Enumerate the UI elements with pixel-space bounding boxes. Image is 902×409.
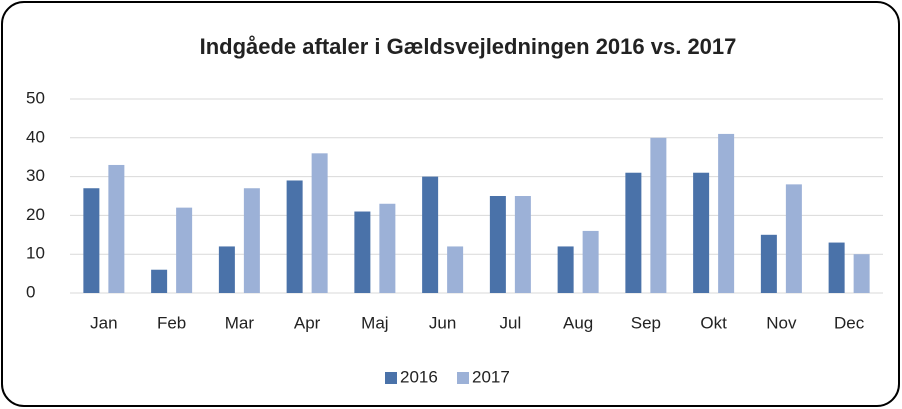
x-tick-label: Jan bbox=[90, 313, 117, 332]
bar bbox=[785, 184, 802, 293]
y-tick-label: 50 bbox=[26, 88, 45, 107]
bar bbox=[718, 133, 735, 293]
y-tick-label: 10 bbox=[26, 244, 45, 263]
bar bbox=[760, 234, 777, 293]
y-tick-label: 30 bbox=[26, 166, 45, 185]
bar bbox=[151, 269, 168, 293]
bar bbox=[853, 254, 870, 293]
bar bbox=[243, 188, 260, 293]
y-tick-label: 0 bbox=[26, 282, 35, 301]
bar bbox=[218, 246, 235, 293]
legend-label: 2016 bbox=[400, 367, 438, 386]
x-tick-label: Jun bbox=[429, 313, 456, 332]
legend-label: 2017 bbox=[472, 367, 510, 386]
x-tick-label: Jul bbox=[500, 313, 522, 332]
bar bbox=[489, 196, 506, 293]
chart-title: Indgåede aftaler i Gældsvejledningen 201… bbox=[200, 34, 737, 59]
legend-swatch bbox=[457, 372, 469, 384]
bar bbox=[557, 246, 574, 293]
bar bbox=[311, 153, 328, 293]
y-tick-label: 20 bbox=[26, 205, 45, 224]
bar bbox=[379, 203, 396, 293]
legend-swatch bbox=[385, 372, 397, 384]
x-tick-label: Maj bbox=[361, 313, 388, 332]
bar bbox=[422, 176, 439, 293]
bar bbox=[828, 242, 845, 293]
bar bbox=[514, 196, 531, 293]
x-tick-label: Sep bbox=[631, 313, 661, 332]
bar bbox=[108, 164, 125, 293]
bar bbox=[354, 211, 371, 293]
x-tick-label: Mar bbox=[225, 313, 255, 332]
x-tick-label: Aug bbox=[563, 313, 593, 332]
bar bbox=[625, 172, 642, 293]
bar bbox=[693, 172, 710, 293]
x-tick-label: Okt bbox=[700, 313, 727, 332]
bar bbox=[447, 246, 464, 293]
x-tick-label: Nov bbox=[766, 313, 797, 332]
bar bbox=[83, 188, 100, 293]
bar bbox=[650, 137, 667, 293]
x-tick-label: Apr bbox=[294, 313, 321, 332]
bar bbox=[176, 207, 193, 293]
x-tick-label: Dec bbox=[834, 313, 865, 332]
bar bbox=[582, 230, 599, 293]
y-tick-label: 40 bbox=[26, 127, 45, 146]
x-tick-label: Feb bbox=[157, 313, 186, 332]
bar bbox=[286, 180, 303, 293]
